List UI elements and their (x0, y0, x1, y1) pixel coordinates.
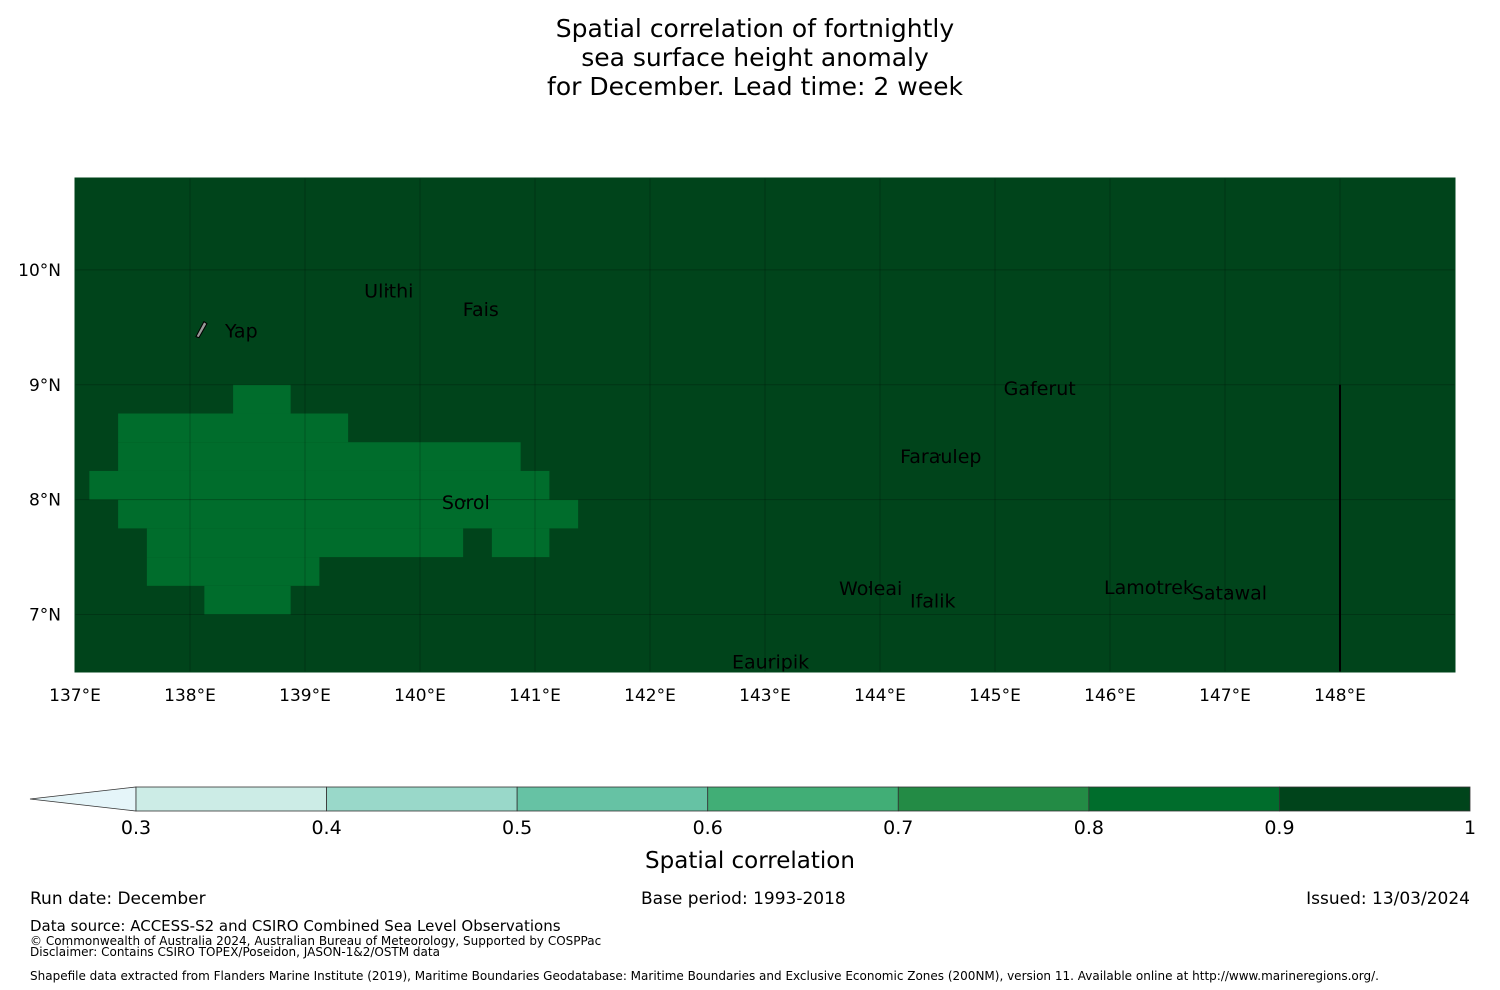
place-label: Woleai (839, 578, 902, 600)
colorbar-tick-label: 0.9 (1264, 817, 1294, 839)
correlation-cell (118, 499, 579, 529)
colorbar-segment (516, 786, 709, 812)
island-marker (1146, 584, 1149, 587)
yap-island-shape (195, 320, 208, 339)
colorbar-tick-label: 0.4 (311, 817, 341, 839)
colorbar-segment (135, 786, 327, 812)
colorbar-segment (1279, 786, 1471, 812)
correlation-cell (146, 528, 464, 558)
map-panel: 137°E 138°E 139°E 140°E 141°E 142°E 143°E 144°E… (18, 177, 1456, 706)
x-tick-label: 147°E (1199, 686, 1251, 706)
x-tick-label: 138°E (164, 686, 216, 706)
title-line-1: Spatial correlation of fortnightly (555, 14, 955, 43)
x-tick-label: 137°E (49, 686, 101, 706)
island-marker (768, 659, 771, 662)
colorbar-segment (707, 786, 899, 812)
disclaimer: Disclaimer: Contains CSIRO TOPEX/Poseido… (30, 945, 440, 959)
island-marker (478, 306, 481, 309)
colorbar-tick-label: 0.3 (121, 817, 151, 839)
x-tick-label: 141°E (509, 686, 561, 706)
island-marker (463, 499, 466, 502)
colorbar-tick-label: 0.5 (502, 817, 532, 839)
colorbar-tick-label: 0.8 (1074, 817, 1104, 839)
colorbar-segment (897, 786, 1090, 812)
y-tick-label: 8°N (29, 491, 61, 511)
x-tick-label: 139°E (279, 686, 331, 706)
colorbar-tick-label: 0.7 (883, 817, 913, 839)
island-marker (868, 585, 871, 588)
base-period: Base period: 1993-2018 (641, 889, 846, 909)
x-tick-label: 143°E (739, 686, 791, 706)
x-tick-label: 146°E (1084, 686, 1136, 706)
chart-title: Spatial correlation of fortnightly sea s… (0, 14, 1500, 101)
correlation-cell (204, 585, 291, 615)
y-tick-label: 7°N (29, 606, 61, 626)
copyright: © Commonwealth of Australia 2024, Austra… (30, 934, 602, 948)
x-tick-label: 142°E (624, 686, 676, 706)
colorbar-tick-label: 0.6 (693, 817, 723, 839)
place-label: Eauripik (732, 652, 809, 674)
correlation-cell (118, 442, 521, 471)
x-tick-label: 148°E (1314, 686, 1366, 706)
y-tick-label: 10°N (18, 261, 61, 281)
y-tick-label: 9°N (29, 376, 61, 396)
island-marker (938, 453, 941, 456)
place-label: Sorol (442, 492, 490, 514)
correlation-cell (118, 413, 349, 443)
colorbar-label: Spatial correlation (645, 848, 855, 874)
colorbar-segment (1088, 786, 1280, 812)
colorbar-extend-arrow (29, 786, 137, 812)
correlation-cell (89, 470, 550, 500)
place-label: Fais (463, 299, 499, 321)
x-tick-label: 145°E (969, 686, 1021, 706)
place-label: Gaferut (1004, 378, 1076, 400)
x-tick-label: 144°E (854, 686, 906, 706)
colorbar-tick-label: 1 (1464, 817, 1476, 839)
run-date: Run date: December (30, 889, 206, 909)
correlation-cell (233, 384, 291, 414)
place-label: Satawal (1192, 583, 1267, 605)
place-label: Yap (224, 321, 258, 343)
place-label: Faraulep (900, 446, 981, 468)
island-marker (930, 598, 933, 601)
island-marker (386, 288, 389, 291)
data-source: Data source: ACCESS-S2 and CSIRO Combine… (30, 917, 561, 935)
issued-date: Issued: 13/03/2024 (1306, 889, 1470, 909)
x-tick-label: 140°E (394, 686, 446, 706)
correlation-cell (491, 528, 550, 558)
island-marker (1037, 386, 1040, 389)
shapefile-credit: Shapefile data extracted from Flanders M… (30, 969, 1379, 983)
place-label: Lamotrek (1104, 577, 1194, 599)
correlation-cell (146, 557, 320, 586)
title-line-2: sea surface height anomaly (581, 43, 929, 72)
map-frame (74, 177, 1456, 673)
island-marker (1227, 590, 1230, 593)
place-label: Ulithi (364, 280, 413, 302)
colorbar-segment (326, 786, 518, 812)
title-line-3: for December. Lead time: 2 week (547, 72, 963, 101)
place-label: Ifalik (910, 591, 956, 613)
